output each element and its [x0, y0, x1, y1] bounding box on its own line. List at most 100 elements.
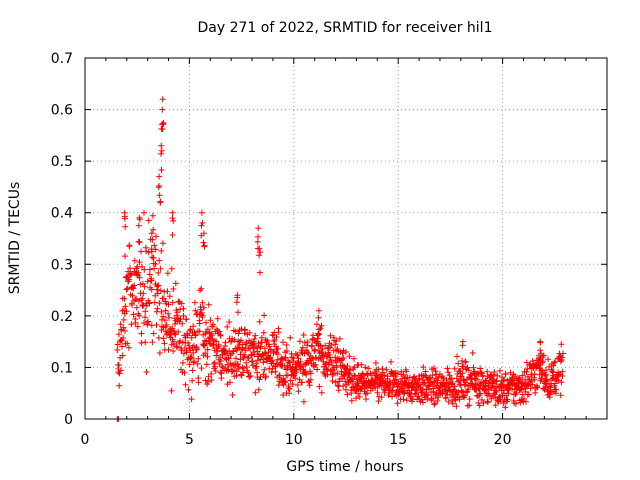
- data-point: [195, 379, 202, 386]
- data-point: [477, 369, 484, 376]
- data-point: [260, 329, 267, 336]
- data-point: [421, 379, 428, 386]
- data-point: [119, 343, 126, 350]
- data-point: [272, 368, 279, 375]
- data-point: [470, 364, 477, 371]
- data-point-peak: [200, 239, 207, 246]
- data-point: [165, 301, 172, 308]
- data-point: [532, 389, 539, 396]
- data-point: [449, 400, 456, 407]
- data-point: [444, 365, 451, 372]
- data-point: [213, 338, 220, 345]
- data-point-peak: [255, 225, 262, 232]
- data-point: [488, 395, 495, 402]
- data-point: [353, 395, 360, 402]
- data-point: [312, 361, 319, 368]
- data-point: [172, 280, 179, 287]
- data-point: [558, 341, 565, 348]
- data-point: [556, 371, 562, 378]
- data-point-peak: [156, 173, 163, 180]
- data-point: [142, 314, 148, 321]
- data-point-peak: [158, 142, 165, 149]
- data-point-peak: [257, 249, 264, 256]
- data-point: [150, 330, 157, 337]
- data-point: [274, 351, 281, 358]
- data-point: [351, 364, 358, 371]
- data-point: [159, 240, 166, 247]
- data-point: [115, 362, 122, 368]
- data-point: [300, 332, 307, 338]
- data-point: [193, 346, 200, 353]
- data-point: [297, 338, 303, 345]
- data-point: [247, 345, 254, 352]
- data-point-peak: [160, 121, 167, 128]
- data-point-peak: [460, 363, 467, 370]
- data-point: [423, 391, 430, 398]
- plot-frame: [84, 57, 608, 420]
- data-point: [431, 401, 438, 408]
- data-point: [155, 269, 162, 276]
- data-point: [469, 350, 476, 356]
- data-point: [234, 361, 241, 367]
- y-tick-label: 0.7: [51, 51, 73, 67]
- data-point: [492, 402, 499, 409]
- data-point: [284, 365, 291, 372]
- data-point: [373, 372, 380, 379]
- data-point-peak: [256, 245, 263, 252]
- data-point: [509, 376, 516, 383]
- data-point: [235, 330, 242, 337]
- data-point: [275, 345, 281, 352]
- data-point: [151, 299, 158, 306]
- data-point: [162, 307, 169, 314]
- data-point: [233, 355, 239, 362]
- data-point-peak: [169, 215, 176, 222]
- data-point: [178, 347, 185, 354]
- data-point: [240, 369, 246, 376]
- data-point: [204, 353, 211, 360]
- data-point: [522, 386, 529, 392]
- data-point: [484, 398, 491, 405]
- data-point: [552, 380, 558, 387]
- data-point: [294, 382, 301, 388]
- data-point: [519, 372, 526, 379]
- y-tick-label: 0.5: [51, 154, 73, 170]
- data-point: [151, 265, 158, 272]
- data-point: [208, 332, 215, 339]
- data-point: [154, 305, 161, 312]
- data-point: [252, 389, 259, 396]
- data-point: [432, 368, 439, 375]
- data-point: [139, 295, 146, 302]
- data-point-peak: [537, 339, 544, 346]
- data-point: [114, 347, 121, 353]
- data-point: [478, 396, 485, 403]
- data-point-peak: [537, 361, 544, 368]
- data-point: [558, 379, 565, 386]
- data-point: [403, 368, 410, 375]
- data-point: [349, 378, 356, 385]
- data-point: [543, 367, 549, 373]
- data-point: [388, 358, 394, 365]
- data-point: [145, 249, 152, 256]
- data-point: [477, 365, 484, 372]
- data-point: [128, 321, 135, 328]
- data-point: [346, 353, 353, 360]
- data-point: [465, 367, 472, 374]
- data-point: [239, 341, 246, 348]
- data-point: [185, 339, 191, 346]
- data-point: [156, 300, 163, 307]
- data-point: [203, 361, 210, 368]
- data-point: [247, 373, 254, 379]
- data-point-peak: [156, 192, 163, 199]
- data-point: [137, 281, 144, 288]
- data-point: [318, 389, 325, 396]
- data-point: [123, 308, 130, 315]
- data-point: [327, 368, 334, 375]
- data-point: [283, 342, 290, 348]
- data-point: [491, 369, 498, 376]
- data-point: [381, 372, 388, 379]
- data-point: [492, 387, 499, 394]
- data-point: [198, 365, 205, 372]
- data-point-peak: [233, 299, 240, 306]
- data-point: [171, 338, 177, 345]
- data-point: [158, 308, 165, 315]
